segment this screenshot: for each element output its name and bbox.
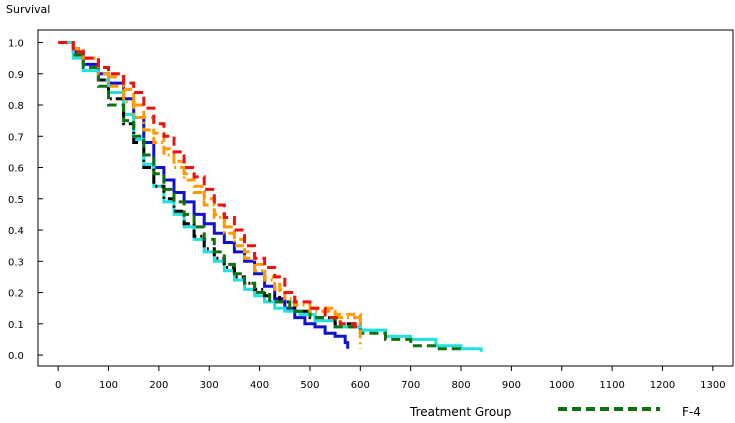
y-tick-label: 0.4 [8, 226, 24, 237]
x-tick-label: 0 [55, 380, 61, 391]
y-tick-label: 0.3 [8, 257, 24, 268]
legend-label: F-4 [682, 405, 701, 419]
x-tick-label: 500 [300, 380, 319, 391]
y-tick-label: 0.6 [8, 164, 24, 175]
y-tick-label: 0.7 [8, 132, 24, 143]
legend-title: Treatment Group [409, 405, 511, 419]
y-tick-label: 0.5 [8, 195, 24, 206]
series-line-4 [58, 41, 461, 351]
x-tick-label: 1300 [700, 380, 725, 391]
x-tick-label: 400 [250, 380, 269, 391]
legend: Treatment Group F-4 [409, 405, 701, 419]
y-tick-label: 0.0 [8, 351, 24, 362]
x-tick-label: 200 [149, 380, 168, 391]
series-line-7 [58, 41, 357, 334]
y-tick-label: 1.0 [8, 39, 24, 50]
series-layer [58, 41, 483, 352]
plot-frame [37, 29, 734, 367]
series-line-6 [58, 41, 362, 324]
series-line-2 [58, 41, 483, 352]
x-tick-label: 800 [451, 380, 470, 391]
y-tick-label: 0.1 [8, 320, 24, 331]
y-axis-title: Survival [6, 3, 50, 16]
y-tick-label: 0.8 [8, 101, 24, 112]
series-line-5 [58, 41, 362, 349]
x-tick-label: 1100 [599, 380, 624, 391]
x-axis-ticks: 0 100 200 300 400 500 600 700 800 900 1000 1100 1200… [55, 366, 726, 391]
x-tick-label: 100 [99, 380, 118, 391]
x-tick-label: 700 [401, 380, 420, 391]
y-axis-ticks: 0.0 0.1 0.2 0.3 0.4 0.5 0.6 0.7 0.8 0.9 1.0 [8, 39, 43, 362]
y-tick-label: 0.9 [8, 70, 24, 81]
y-tick-label: 0.2 [8, 289, 24, 300]
x-tick-label: 600 [351, 380, 370, 391]
x-tick-label: 300 [200, 380, 219, 391]
x-tick-label: 1000 [549, 380, 574, 391]
x-tick-label: 1200 [650, 380, 675, 391]
x-tick-label: 900 [502, 380, 521, 391]
